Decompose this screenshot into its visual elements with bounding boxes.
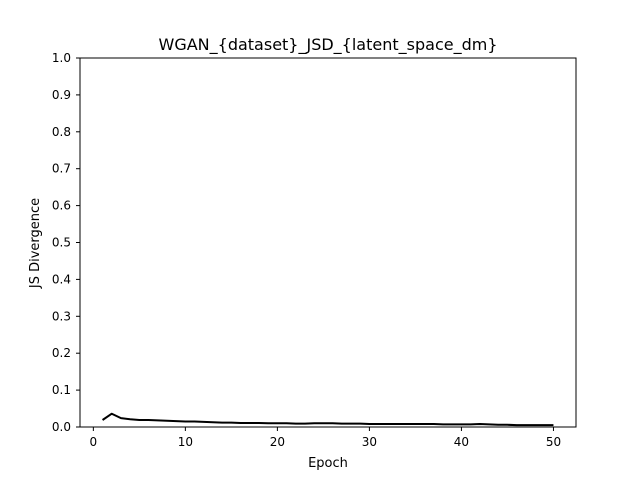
y-tick-label: 0.4: [52, 272, 71, 286]
series-layer: [101, 412, 554, 427]
x-tick-label: 40: [454, 435, 469, 449]
y-tick-label: 0.1: [52, 383, 71, 397]
series-line: [101, 412, 554, 427]
x-tick-label: 20: [270, 435, 285, 449]
y-tick-label: 0.3: [52, 309, 71, 323]
y-tick-label: 1.0: [52, 51, 71, 65]
y-axis-ticks: 0.0 0.1 0.2 0.3 0.4 0.5 0.6 0.7 0.8 0.9 1.0: [52, 51, 80, 434]
y-tick-label: 0.2: [52, 346, 71, 360]
y-tick-label: 0.7: [52, 162, 71, 176]
x-tick-label: 10: [178, 435, 193, 449]
x-axis-ticks: 0 10 20 30 40 50: [90, 427, 561, 449]
x-axis-label: Epoch: [308, 456, 348, 471]
y-tick-label: 0.9: [52, 88, 71, 102]
y-tick-label: 0.8: [52, 125, 71, 139]
y-axis-label: JS Divergence: [28, 198, 43, 289]
y-tick-label: 0.5: [52, 236, 71, 250]
x-tick-label: 30: [362, 435, 377, 449]
y-tick-label: 0.6: [52, 199, 71, 213]
plot-frame: [79, 57, 577, 428]
x-tick-label: 50: [546, 435, 561, 449]
y-tick-label: 0.0: [52, 420, 71, 434]
chart-title: WGAN_{dataset}_JSD_{latent_space_dm}: [159, 35, 498, 55]
x-tick-label: 0: [90, 435, 98, 449]
